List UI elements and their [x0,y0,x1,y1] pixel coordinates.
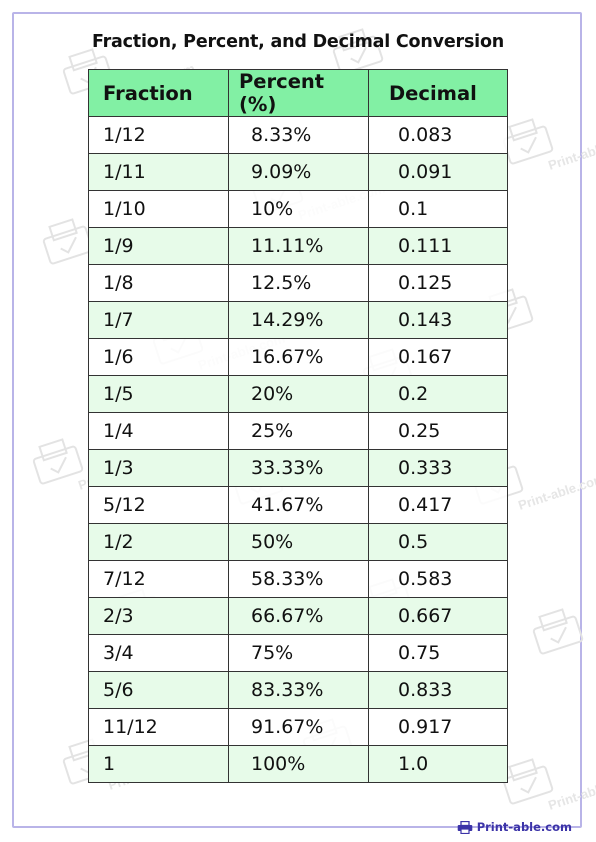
cell-percent: 58.33% [228,560,369,598]
cell-fraction: 7/12 [88,560,229,598]
cell-percent: 16.67% [228,338,369,376]
brand-text: Print-able.com [476,820,572,834]
table-row: 5/12 41.67% 0.417 [88,486,508,524]
table-row: 11/12 91.67% 0.917 [88,708,508,746]
cell-fraction: 1 [88,745,229,783]
cell-decimal: 0.667 [368,597,508,635]
cell-fraction: 1/6 [88,338,229,376]
cell-fraction: 5/6 [88,671,229,709]
cell-percent: 100% [228,745,369,783]
cell-percent: 66.67% [228,597,369,635]
cell-fraction: 1/8 [88,264,229,302]
table-row: 5/6 83.33% 0.833 [88,671,508,709]
header-percent: Percent (%) [228,69,369,117]
table-row: 1/3 33.33% 0.333 [88,449,508,487]
cell-decimal: 0.583 [368,560,508,598]
table-row: 1/5 20% 0.2 [88,375,508,413]
cell-decimal: 0.091 [368,153,508,191]
table-row: 1/10 10% 0.1 [88,190,508,228]
cell-percent: 91.67% [228,708,369,746]
table-row: 1/4 25% 0.25 [88,412,508,450]
cell-percent: 14.29% [228,301,369,339]
table-row: 1/7 14.29% 0.143 [88,301,508,339]
cell-fraction: 1/3 [88,449,229,487]
cell-decimal: 0.333 [368,449,508,487]
cell-decimal: 0.75 [368,634,508,672]
cell-decimal: 0.25 [368,412,508,450]
cell-fraction: 1/4 [88,412,229,450]
cell-fraction: 3/4 [88,634,229,672]
table-row: 1/8 12.5% 0.125 [88,264,508,302]
cell-decimal: 0.833 [368,671,508,709]
cell-decimal: 0.917 [368,708,508,746]
cell-percent: 10% [228,190,369,228]
header-decimal: Decimal [368,69,508,117]
page-frame [12,12,582,828]
header-fraction: Fraction [88,69,229,117]
brand-footer[interactable]: Print-able.com [457,820,572,834]
cell-fraction: 1/9 [88,227,229,265]
table-row: 2/3 66.67% 0.667 [88,597,508,635]
cell-percent: 75% [228,634,369,672]
cell-fraction: 5/12 [88,486,229,524]
table-row: 1 100% 1.0 [88,745,508,783]
cell-percent: 83.33% [228,671,369,709]
cell-decimal: 0.5 [368,523,508,561]
table-header-row: Fraction Percent (%) Decimal [88,69,508,117]
cell-percent: 20% [228,375,369,413]
cell-decimal: 0.143 [368,301,508,339]
cell-fraction: 1/11 [88,153,229,191]
cell-fraction: 11/12 [88,708,229,746]
cell-percent: 33.33% [228,449,369,487]
cell-decimal: 0.167 [368,338,508,376]
cell-fraction: 1/7 [88,301,229,339]
cell-percent: 12.5% [228,264,369,302]
cell-percent: 41.67% [228,486,369,524]
cell-decimal: 0.417 [368,486,508,524]
table-row: 3/4 75% 0.75 [88,634,508,672]
cell-decimal: 0.111 [368,227,508,265]
cell-decimal: 0.2 [368,375,508,413]
cell-decimal: 0.1 [368,190,508,228]
cell-percent: 9.09% [228,153,369,191]
printer-icon [457,820,472,834]
cell-percent: 50% [228,523,369,561]
conversion-table: Fraction Percent (%) Decimal 1/12 8.33% 0.… [88,69,508,783]
cell-decimal: 0.083 [368,116,508,154]
cell-fraction: 1/12 [88,116,229,154]
cell-percent: 25% [228,412,369,450]
table-row: 1/2 50% 0.5 [88,523,508,561]
table-row: 1/11 9.09% 0.091 [88,153,508,191]
cell-decimal: 1.0 [368,745,508,783]
table-row: 7/12 58.33% 0.583 [88,560,508,598]
table-row: 1/6 16.67% 0.167 [88,338,508,376]
table-row: 1/9 11.11% 0.111 [88,227,508,265]
cell-percent: 11.11% [228,227,369,265]
cell-decimal: 0.125 [368,264,508,302]
cell-fraction: 1/10 [88,190,229,228]
cell-fraction: 1/2 [88,523,229,561]
table-row: 1/12 8.33% 0.083 [88,116,508,154]
page-title: Fraction, Percent, and Decimal Conversio… [91,32,505,52]
cell-fraction: 2/3 [88,597,229,635]
cell-percent: 8.33% [228,116,369,154]
cell-fraction: 1/5 [88,375,229,413]
